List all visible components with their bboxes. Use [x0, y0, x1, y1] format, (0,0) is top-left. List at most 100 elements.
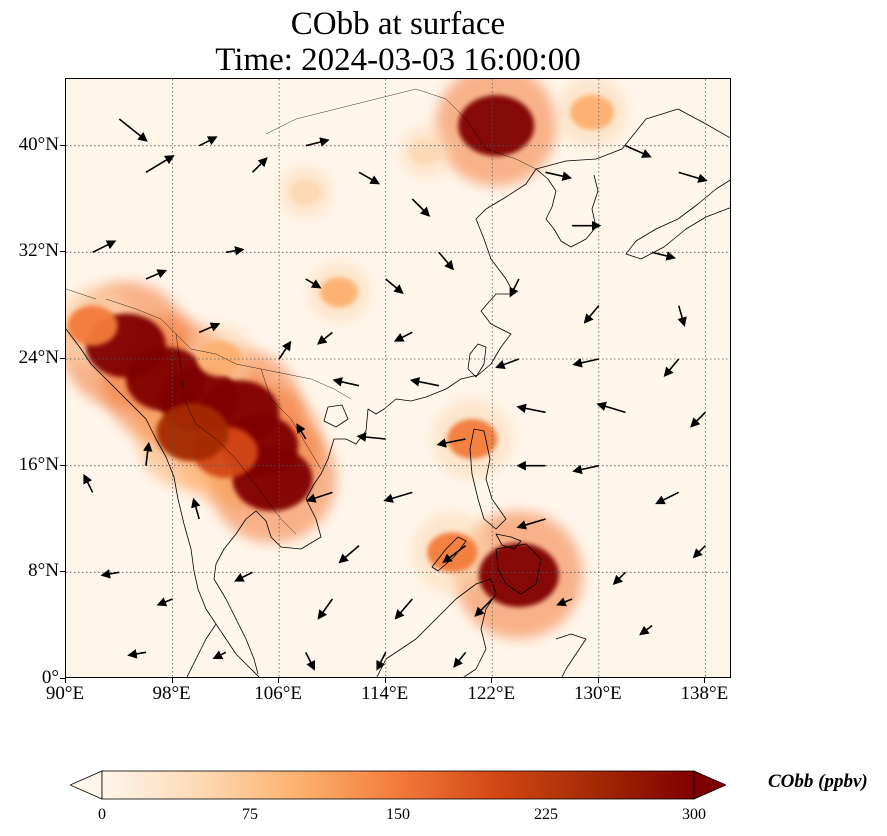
wind-arrow-58: [127, 649, 147, 659]
wind-arrow-54: [305, 651, 315, 671]
wind-arrow-7: [545, 171, 573, 181]
x-tickmark: [704, 678, 706, 683]
wind-arrow-5: [358, 171, 381, 185]
map-panel[interactable]: [65, 78, 731, 678]
wind-arrow-34: [655, 491, 680, 505]
x-tick-label: 122°E: [467, 683, 516, 704]
wind-arrow-25: [663, 358, 680, 378]
hotspot-11: [478, 543, 559, 607]
y-tick-label: 32°N: [18, 240, 59, 262]
wind-vector-layer: [83, 118, 708, 671]
wind-arrow-28: [516, 403, 546, 414]
wind-arrow-18: [509, 278, 520, 298]
colorbar: [70, 770, 726, 800]
coastline-layer: [66, 108, 730, 677]
wind-arrow-33: [572, 464, 599, 475]
wind-arrow-11: [651, 251, 676, 261]
wind-arrow-41: [317, 598, 334, 620]
wind-arrow-46: [142, 441, 153, 466]
coastline-sumatra-malaya: [186, 623, 260, 677]
wind-arrow-50: [198, 322, 221, 334]
wind-arrow-48: [296, 423, 307, 440]
map-title: CObb at surface: [290, 6, 506, 42]
wind-arrow-55: [376, 651, 387, 671]
coastline-luzon: [469, 428, 507, 530]
wind-arrow-31: [436, 438, 466, 448]
x-tickmark: [171, 678, 173, 683]
wind-arrow-56: [453, 651, 467, 668]
wind-arrow-36: [383, 491, 413, 503]
wind-arrow-60: [692, 545, 706, 559]
wind-arrow-9: [678, 171, 708, 183]
coastline-bay-of-bengal: [66, 328, 237, 655]
y-tick-label: 16°N: [18, 453, 59, 475]
wind-arrow-23: [495, 358, 520, 370]
wind-arrow-30: [356, 432, 386, 442]
hotspot-16: [570, 94, 615, 130]
coastline-korea: [535, 168, 599, 248]
wind-arrow-3: [251, 157, 268, 173]
y-tick-label: 40°N: [18, 133, 59, 155]
wind-arrow-21: [316, 331, 333, 345]
wind-arrow-19: [583, 305, 600, 324]
wind-arrow-16: [385, 278, 404, 295]
x-tickmark: [597, 678, 599, 683]
wind-arrow-59: [639, 625, 653, 636]
wind-arrow-17: [438, 251, 455, 271]
y-tickmark: [60, 251, 65, 253]
x-tick-label: 106°E: [254, 683, 302, 704]
wind-arrow-38: [516, 518, 546, 530]
y-tickmark: [60, 358, 65, 359]
wind-arrow-8: [625, 144, 652, 158]
coastline-japan: [625, 179, 730, 260]
wind-arrow-15: [305, 278, 322, 289]
wind-arrow-27: [409, 377, 440, 387]
x-tickmark: [384, 678, 386, 683]
wind-arrow-51: [474, 598, 493, 617]
hotspot-14: [320, 277, 359, 308]
wind-arrow-43: [156, 597, 173, 607]
y-tick-label: 24°N: [18, 347, 59, 368]
concentration-hotspot-layer: [67, 94, 615, 607]
y-tick-label: 0°: [41, 667, 59, 688]
wind-arrow-26: [332, 377, 360, 387]
hotspot-6: [156, 403, 229, 462]
wind-arrow-6: [411, 198, 431, 217]
y-tick-label: 8°N: [28, 560, 59, 582]
colorbar-extend-max: [693, 770, 726, 800]
wind-arrow-13: [145, 269, 168, 280]
y-tickmark: [60, 571, 65, 573]
wind-arrow-40: [394, 598, 413, 620]
coastline-visayas: [495, 533, 522, 550]
hotspot-8: [67, 305, 118, 346]
wind-arrow-29: [596, 401, 626, 414]
wind-arrow-57: [212, 650, 227, 659]
y-tickmark: [60, 678, 65, 679]
wind-arrow-37: [442, 545, 467, 564]
wind-arrow-53: [612, 571, 627, 585]
wind-arrow-44: [100, 569, 120, 579]
colorbar-gradient: [101, 770, 695, 800]
colorbar-tick-label: 300: [682, 806, 706, 823]
x-tickmark: [65, 678, 66, 683]
wind-arrow-14: [225, 246, 245, 256]
hotspot-15: [289, 179, 322, 206]
wind-arrow-4: [305, 137, 330, 147]
coastline-taiwan: [467, 343, 487, 378]
wind-arrow-45: [83, 473, 94, 493]
wind-arrow-61: [690, 411, 706, 428]
wind-arrow-0: [118, 118, 148, 142]
coastline-hainan: [323, 404, 349, 428]
x-tick-label: 98°E: [152, 683, 191, 704]
colorbar-tick-label: 150: [386, 806, 410, 823]
wind-arrow-49: [278, 340, 292, 360]
y-tickmark: [60, 464, 65, 466]
wind-arrow-52: [556, 597, 573, 607]
x-tickmark: [278, 678, 280, 683]
colorbar-extend-min: [70, 770, 103, 800]
hotspot-17: [409, 139, 442, 166]
x-tick-label: 138°E: [680, 683, 729, 704]
y-tickmark: [60, 144, 65, 146]
x-tick-label: 90°E: [45, 683, 85, 704]
colorbar-tick-label: 225: [534, 806, 558, 823]
